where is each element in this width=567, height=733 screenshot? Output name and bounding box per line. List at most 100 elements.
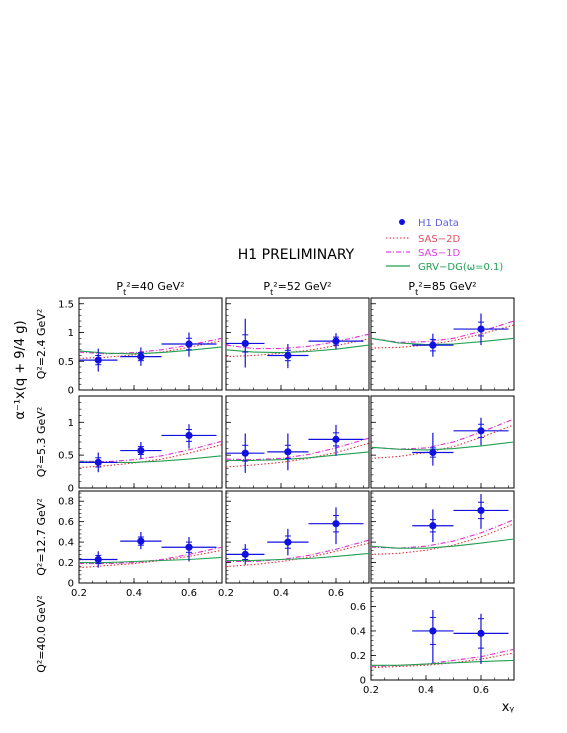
data-point (161, 424, 217, 449)
panel-r0-c2 (370, 297, 515, 391)
panel-r0-c1 (225, 297, 370, 391)
panel-curves (226, 333, 369, 358)
data-marker (94, 458, 102, 466)
curve-sas1d (226, 539, 369, 563)
panel-curves (371, 648, 514, 669)
y-axis-label: α⁻¹x(q + 9/4 g) (13, 320, 28, 419)
x-tick-label: 0.4 (418, 685, 434, 696)
panel-r2-c0: 00.20.40.60.80.2 0.4 0.6Q²=12.7 GeV² (35, 490, 223, 599)
data-point (226, 433, 265, 473)
curve-sas2d (226, 542, 369, 568)
y-tick-label: 0.2 (58, 558, 74, 569)
data-point (79, 452, 118, 473)
panel-r0-c0: 0 0.5 1 1.5 Q²=2.4 GeV² (35, 297, 223, 397)
curve-sas1d (79, 337, 222, 355)
panel-frame (78, 395, 223, 489)
panel-curves (79, 546, 222, 569)
y-tick-label: 0.2 (350, 651, 366, 662)
x-tick-label: 0.2 (218, 588, 234, 599)
curve-sas2d (79, 444, 222, 469)
y-tick-label: 1 (68, 418, 74, 429)
panel-r1-c2 (370, 395, 515, 489)
data-point (453, 417, 509, 446)
data-marker (137, 446, 145, 455)
panel-frame (370, 490, 515, 584)
data-marker (477, 629, 485, 637)
legend-marker-h1 (399, 219, 405, 225)
data-point (79, 348, 118, 372)
data-marker (241, 339, 249, 348)
data-marker (137, 537, 145, 545)
data-marker (332, 520, 340, 528)
y-tick-label: 0.4 (58, 538, 74, 549)
panel-curves (226, 437, 369, 468)
column-header-2: Pt²=85 GeV² (408, 280, 476, 297)
y-tick-label: 0.8 (58, 497, 74, 508)
data-marker (477, 506, 485, 515)
y-tick-label: 0.6 (350, 602, 366, 613)
row-label: Q²=12.7 GeV² (35, 498, 48, 576)
figure-title: H1 PRELIMINARY (238, 247, 355, 263)
curve-sas2d (371, 424, 514, 459)
x-axis-label: xᵧ (502, 700, 515, 715)
panel-frame (370, 587, 515, 681)
data-marker (429, 341, 437, 349)
curve-sas2d (371, 652, 514, 669)
panel-frame (78, 490, 223, 584)
curve-sas1d (371, 320, 514, 343)
data-marker (185, 340, 193, 348)
y-tick-label: 0 (360, 676, 366, 687)
panel-r1-c0: 0 0.5 1 Q²=5.3 GeV² (35, 395, 223, 495)
data-point (453, 613, 509, 665)
data-marker (429, 627, 437, 635)
data-point (226, 318, 265, 368)
panel-curves (371, 418, 514, 459)
x-tick-label: 0.6 (181, 588, 197, 599)
x-tick-label: 0.6 (328, 588, 344, 599)
data-marker (477, 325, 485, 333)
curve-sas2d (226, 442, 369, 468)
curve-sas1d (371, 519, 514, 549)
curve-grv (371, 538, 514, 549)
data-point (161, 537, 217, 562)
data-marker (429, 522, 437, 530)
panel-curves (371, 320, 514, 349)
y-tick-label: 0.5 (58, 357, 74, 368)
panel-curves (79, 337, 222, 359)
legend-label-grv: GRV−DG(ω=0.1) (418, 262, 503, 273)
panel-curves (226, 539, 369, 568)
curve-sas1d (79, 546, 222, 565)
data-point (267, 433, 309, 471)
legend-label-sas2d: SAS−2D (418, 234, 460, 245)
curve-grv (371, 659, 514, 666)
data-marker (185, 431, 193, 440)
curve-grv (226, 451, 369, 461)
x-tick-label: 0.4 (273, 588, 289, 599)
data-marker (137, 353, 145, 361)
column-header-1: Pt²=52 GeV² (263, 280, 331, 297)
x-tick-label: 0.2 (71, 588, 87, 599)
x-tick-label: 0.2 (363, 685, 379, 696)
data-marker (284, 351, 292, 360)
column-headers: Pt²=40 GeV² Pt²=52 GeV² Pt²=85 GeV² (116, 280, 476, 297)
data-point (79, 551, 118, 568)
panel-r2-c1: 0.2 0.4 0.6 (218, 490, 370, 599)
curve-grv (371, 441, 514, 451)
data-marker (332, 435, 340, 443)
panel-r1-c1 (225, 395, 370, 489)
row-label: Q²=5.3 GeV² (35, 407, 48, 478)
data-point (412, 333, 454, 357)
panel-r2-c2 (370, 490, 515, 584)
data-point (453, 494, 509, 529)
data-point (308, 507, 364, 545)
x-tick-label: 0.4 (126, 588, 142, 599)
row-label: Q²=40.0 GeV² (35, 595, 48, 673)
y-tick-label: 1.5 (58, 299, 74, 310)
y-tick-label: 1 (68, 328, 74, 339)
data-point (120, 347, 162, 366)
data-point (120, 531, 162, 550)
x-tick-label: 0.6 (473, 685, 489, 696)
data-marker (241, 550, 249, 558)
panel-r3-c2: 00.20.40.60.2 0.4 0.6Q²=40.0 GeV² (35, 587, 515, 696)
